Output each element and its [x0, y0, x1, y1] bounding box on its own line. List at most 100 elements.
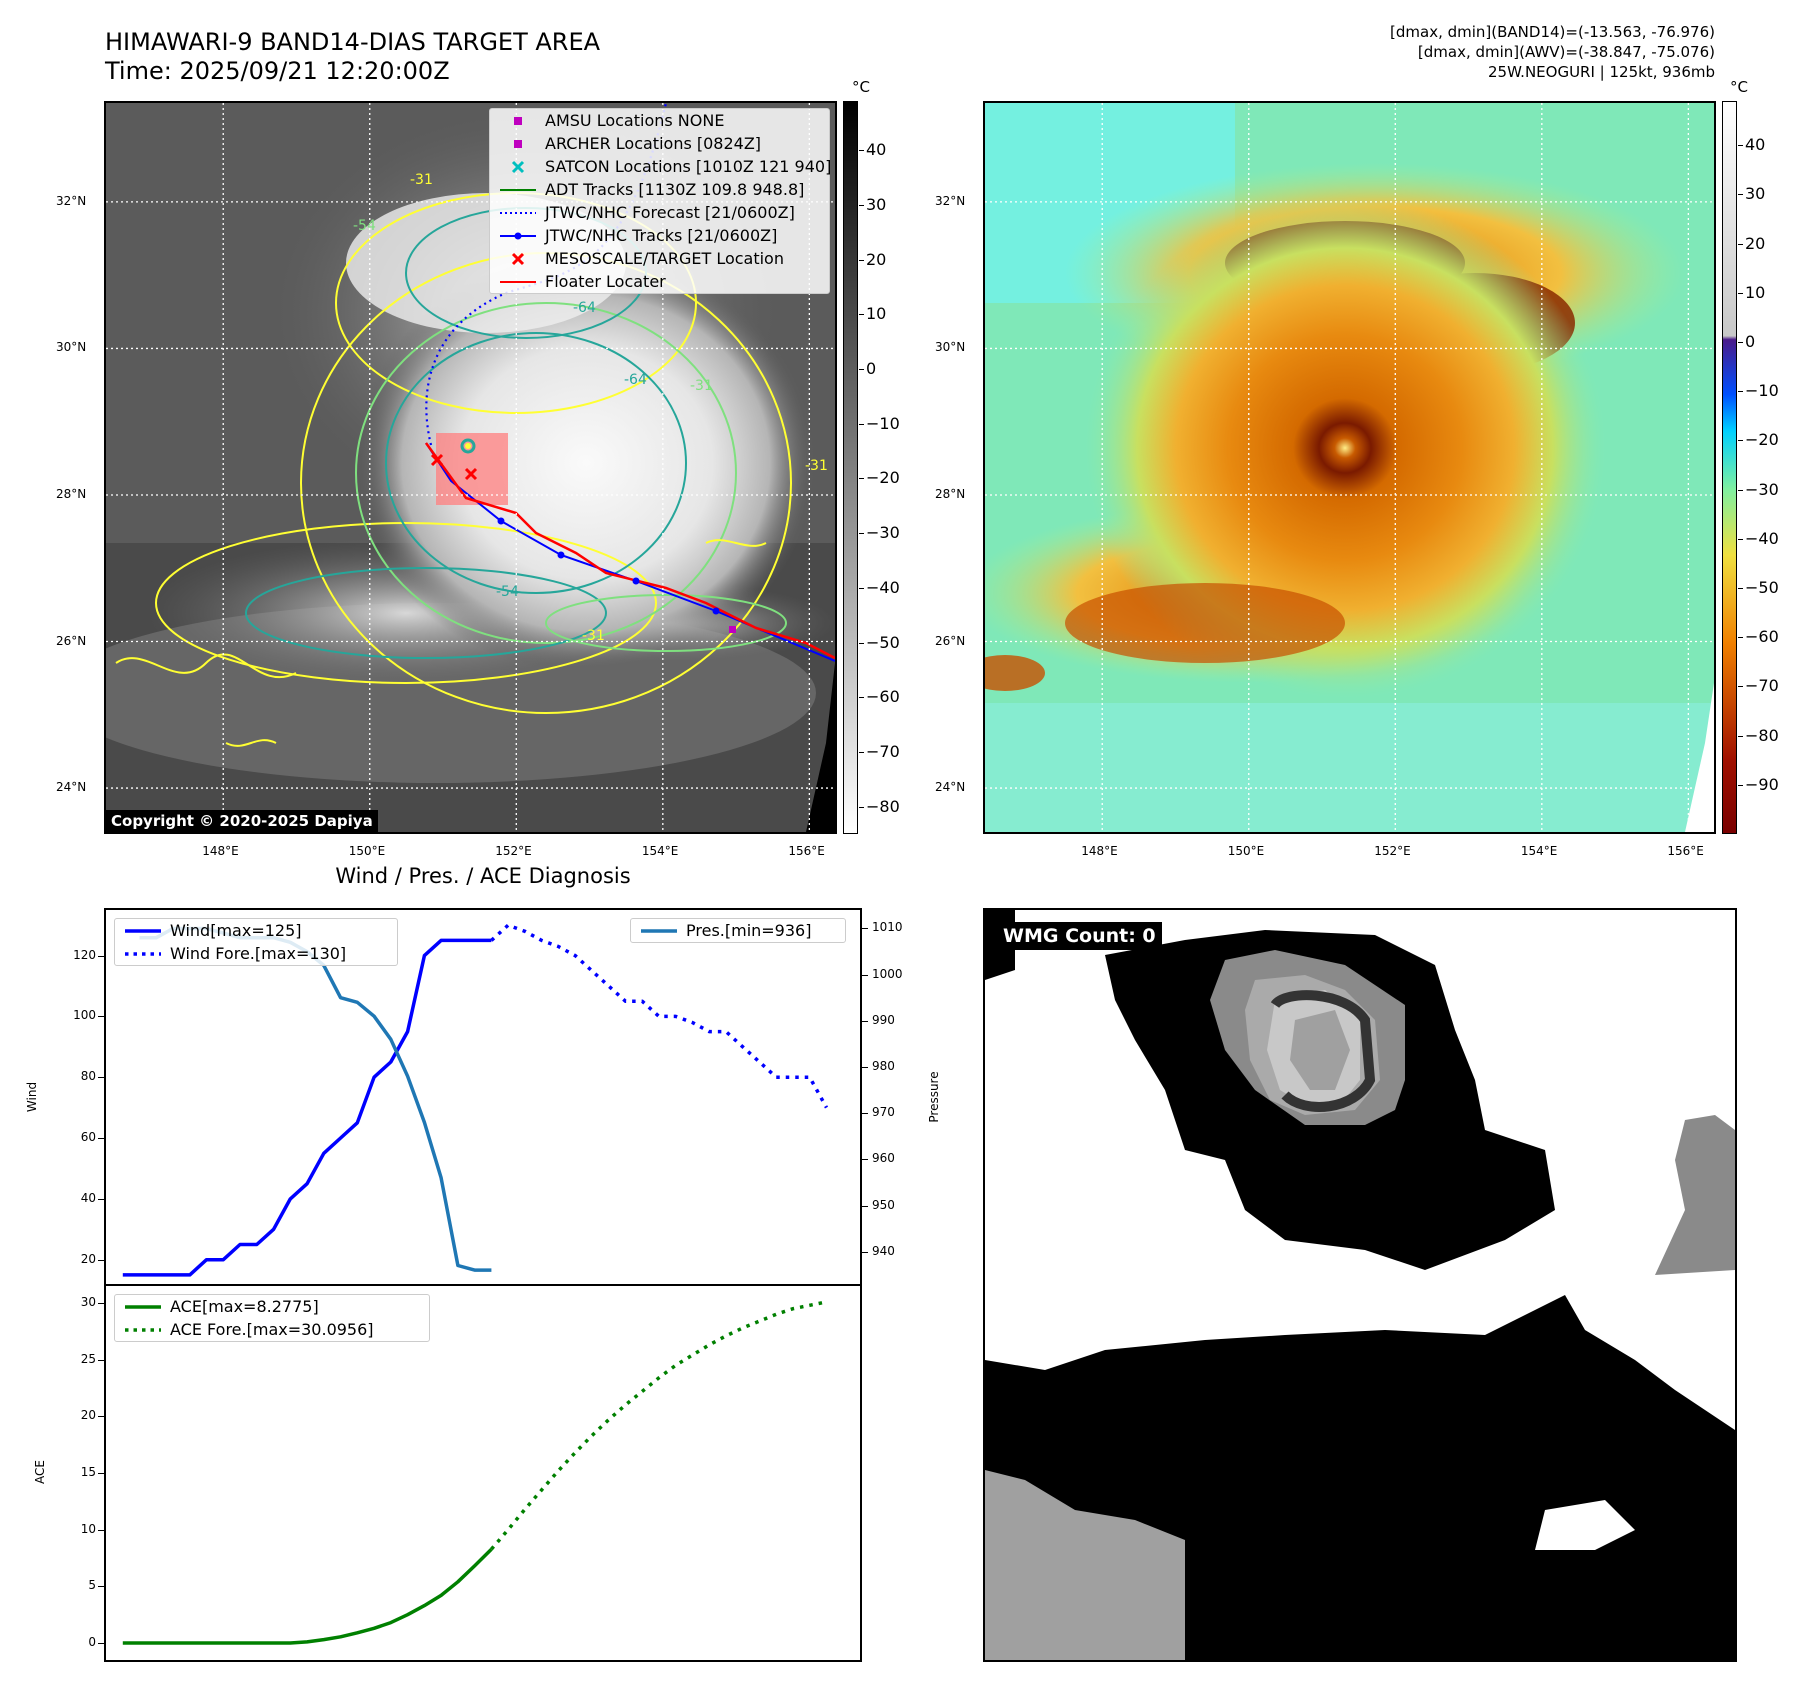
lat-tick-label: 30°N: [56, 340, 87, 355]
colorbar-tick-label: −40: [1745, 528, 1779, 548]
legend-pressure: Pres.[min=936]: [641, 921, 812, 940]
colorbar-tick-label: −80: [866, 796, 900, 816]
lon-tick-label: 150°E: [348, 844, 386, 858]
colorbar-tick: [859, 751, 864, 753]
y-tick: [98, 1473, 104, 1474]
series-line-0: [122, 1547, 493, 1645]
lon-tick-label: 148°E: [202, 844, 239, 858]
awv-colorbar-unit: °C: [1730, 78, 1748, 96]
legend-ace: ACE[max=8.2775]: [125, 1297, 319, 1316]
pressure-tick: [862, 1020, 868, 1022]
colorbar-tick: [859, 204, 864, 206]
series-line-1: [490, 1300, 827, 1551]
y-tick-label: 40: [80, 1190, 96, 1205]
legend-label: ADT Tracks [1130Z 109.8 948.8]: [545, 180, 805, 199]
colorbar-tick-label: −60: [866, 687, 900, 707]
lat-tick-label: 32°N: [56, 193, 87, 208]
ace-legend: ACE[max=8.2775] ACE Fore.[max=30.0956]: [114, 1294, 430, 1342]
lon-tick-label: 150°E: [1227, 844, 1265, 858]
legend-label: SATCON Locations [1010Z 121 940]: [545, 157, 832, 176]
colorbar-tick-label: −50: [1745, 578, 1779, 598]
y-tick-label: 15: [80, 1465, 96, 1479]
y-tick: [98, 1359, 104, 1361]
colorbar-tick-label: −50: [866, 632, 900, 652]
colorbar-tick-label: −10: [1745, 381, 1779, 401]
colorbar-tick-label: 20: [1745, 233, 1766, 253]
pressure-tick: [862, 1066, 868, 1068]
ir-colorbar: [843, 101, 858, 834]
y-tick: [98, 1077, 104, 1079]
colorbar-tick: [1738, 194, 1743, 196]
colorbar-tick: [859, 697, 864, 699]
colorbar-tick-label: 0: [866, 359, 877, 379]
lat-tick-label: 26°N: [56, 633, 87, 648]
colorbar-tick-label: 40: [1745, 135, 1766, 155]
legend-marker-icon: [500, 232, 536, 240]
legend-marker-icon: [511, 160, 525, 174]
wmg-image: [985, 910, 1735, 1660]
colorbar-tick: [859, 478, 864, 480]
colorbar-tick: [859, 423, 864, 425]
colorbar-tick: [1738, 243, 1743, 245]
legend-marker-icon: [500, 212, 536, 214]
colorbar-tick: [1738, 637, 1743, 639]
lat-tick-label: 32°N: [935, 193, 966, 208]
pressure-tick: [862, 928, 868, 930]
series-line-1: [490, 923, 829, 1109]
awv-map-panel: [983, 101, 1716, 834]
colorbar-tick: [859, 150, 864, 152]
y-tick: [98, 1586, 104, 1588]
lon-tick-label: 148°E: [1081, 844, 1118, 858]
series-line-2: [139, 926, 492, 1272]
contour-label: -31: [690, 378, 713, 394]
info-storm: 25W.NEOGURI | 125kt, 936mb: [1487, 63, 1715, 81]
ir-map-panel: AMSU Locations NONE ARCHER Locations [082…: [104, 101, 837, 834]
pressure-tick-label: 990: [872, 1012, 895, 1027]
colorbar-tick-label: 0: [1745, 332, 1756, 352]
legend-label: ARCHER Locations [0824Z]: [545, 134, 762, 153]
wind-legend: Wind[max=125] Wind Fore.[max=130]: [114, 918, 398, 966]
contour-label: -64: [624, 372, 647, 388]
info-awv: [dmax, dmin](AWV)=(-38.847, -75.076): [1417, 43, 1715, 61]
legend-entry: JTWC/NHC Tracks [21/0600Z]: [490, 224, 829, 247]
colorbar-tick: [1738, 342, 1743, 344]
contour-label: -31: [805, 458, 828, 474]
legend-label: JTWC/NHC Tracks [21/0600Z]: [545, 226, 778, 245]
y-tick-label: 80: [80, 1069, 96, 1084]
pressure-tick-label: 960: [872, 1151, 895, 1166]
colorbar-tick-label: 30: [866, 194, 887, 214]
lat-tick-label: 24°N: [935, 780, 966, 795]
pressure-legend: Pres.[min=936]: [630, 918, 846, 943]
legend-marker-icon: [511, 252, 525, 266]
colorbar-tick-label: 40: [866, 140, 887, 160]
colorbar-tick: [859, 642, 864, 644]
lat-tick-label: 24°N: [56, 780, 87, 795]
series-line-0: [122, 938, 492, 1277]
y-tick-label: 20: [80, 1408, 96, 1423]
y-tick-label: 20: [80, 1251, 96, 1266]
colorbar-tick: [1738, 489, 1743, 491]
legend-entry: ADT Tracks [1130Z 109.8 948.8]: [490, 178, 829, 201]
pressure-tick: [862, 1159, 868, 1161]
colorbar-tick: [1738, 292, 1743, 294]
colorbar-tick-label: 30: [1745, 184, 1766, 204]
lon-tick-label: 156°E: [1667, 844, 1704, 858]
legend-wind: Wind[max=125]: [125, 921, 302, 940]
wmg-count-label: WMG Count: 0: [997, 922, 1162, 950]
colorbar-tick-label: −30: [1745, 479, 1779, 499]
chart-timestamp: Time: 2025/09/21 12:20:00Z: [105, 57, 450, 85]
legend-entry: Floater Locater: [490, 270, 829, 293]
y-tick: [98, 1138, 104, 1140]
colorbar-tick: [1738, 588, 1743, 590]
pressure-tick: [862, 1113, 868, 1115]
colorbar-tick-label: −60: [1745, 627, 1779, 647]
colorbar-tick: [1738, 735, 1743, 737]
y-tick-label: 60: [80, 1130, 96, 1145]
lat-tick-label: 30°N: [935, 340, 966, 355]
legend-entry: MESOSCALE/TARGET Location: [490, 247, 829, 270]
ace-chart: ACE[max=8.2775] ACE Fore.[max=30.0956]: [104, 1284, 862, 1662]
colorbar-tick: [859, 587, 864, 589]
colorbar-tick: [1738, 686, 1743, 688]
colorbar-tick: [1738, 440, 1743, 442]
pressure-tick: [862, 974, 868, 976]
